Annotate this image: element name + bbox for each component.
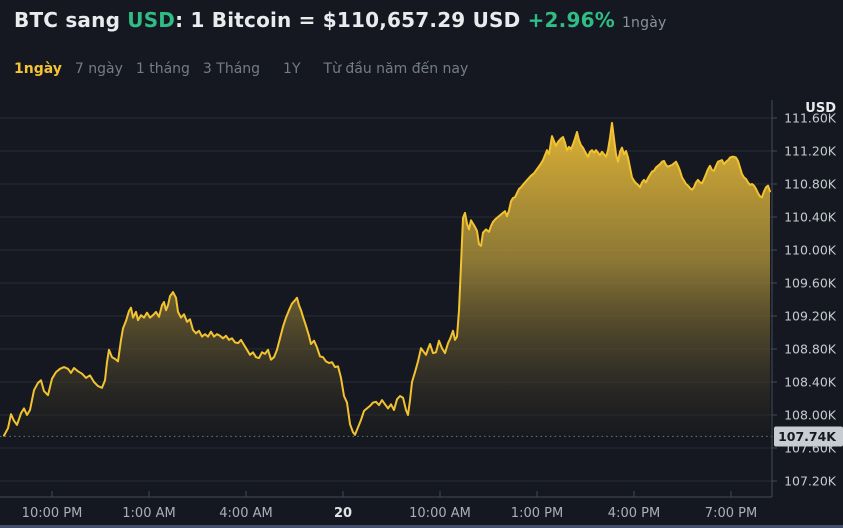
tab-1-month[interactable]: 1 tháng [135, 61, 190, 77]
price-line [3, 121, 771, 437]
x-axis-label: 4:00 PM [608, 506, 660, 521]
y-axis-label: 108.80K [784, 342, 837, 357]
price-badge [774, 426, 843, 447]
price-area-fill [4, 122, 770, 437]
quote-currency: USD [127, 8, 176, 32]
y-axis-unit-label: USD [805, 101, 836, 116]
x-axis-label: 4:00 AM [219, 506, 272, 521]
y-axis-label: 107.20K [784, 474, 837, 489]
x-axis-label: 20 [334, 506, 352, 521]
price-badge-label: 107.74K [778, 429, 837, 444]
y-axis-label: 111.60K [784, 111, 837, 126]
y-axis-label: 109.20K [784, 309, 837, 324]
tab-3-months[interactable]: 3 Tháng [202, 61, 261, 77]
tab-7-days[interactable]: 7 ngày [74, 61, 123, 77]
y-axis-label: 110.40K [784, 210, 837, 225]
x-axis-label: 1:00 PM [511, 506, 563, 521]
y-axis-label: 110.80K [784, 177, 837, 192]
x-axis-label: 10:00 PM [22, 506, 83, 521]
pair-label: BTC sang [14, 8, 128, 32]
y-axis-label: 109.60K [784, 276, 837, 291]
bottom-divider [0, 525, 843, 528]
tab-ytd[interactable]: Từ đầu năm đến nay [323, 61, 469, 77]
x-axis-label: 7:00 PM [705, 506, 757, 521]
change-percent: +2.96% [527, 8, 615, 32]
y-axis-label: 110.00K [784, 243, 837, 258]
tab-1-year[interactable]: 1Y [283, 61, 301, 77]
y-axis-label: 108.40K [784, 375, 837, 390]
y-axis-label: 108.00K [784, 408, 837, 423]
chart-header: BTC sang USD: 1 Bitcoin = $110,657.29 US… [14, 8, 666, 32]
x-axis-label: 10:00 AM [409, 506, 471, 521]
range-tabs: 1ngày 7 ngày 1 tháng 3 Tháng 1Y Từ đầu n… [14, 61, 468, 77]
period-note: 1ngày [621, 15, 667, 31]
tab-1-day[interactable]: 1ngày [14, 61, 62, 77]
price-text: : 1 Bitcoin = $110,657.29 USD [175, 8, 528, 32]
y-axis-label: 111.20K [784, 144, 837, 159]
x-axis-label: 1:00 AM [122, 506, 175, 521]
